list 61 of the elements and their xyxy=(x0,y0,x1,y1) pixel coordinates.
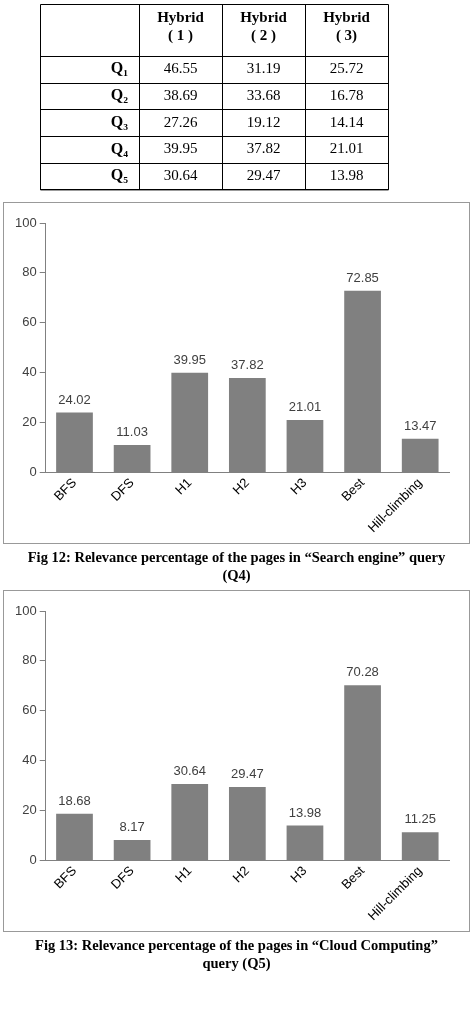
data-label: 21.01 xyxy=(288,399,322,415)
y-tick-label: Q₅ xyxy=(110,166,129,184)
data-label: 70.28 xyxy=(346,664,379,680)
y-tick-label: 20 xyxy=(22,802,37,818)
data-label: 13.47 xyxy=(403,417,437,433)
data-label: 39.95 xyxy=(173,351,206,367)
y-tick-label: 60 xyxy=(22,314,37,330)
x-tick-label: Hybrid ( 2 ) xyxy=(240,8,288,44)
x-tick-label: H1 xyxy=(172,474,195,498)
data-label: 72.85 xyxy=(346,269,379,285)
data-label: 8.17 xyxy=(119,819,145,835)
y-tick-label: Q₂ xyxy=(110,86,129,104)
data-label: 30.64 xyxy=(163,167,198,183)
y-tick-label: 100 xyxy=(14,214,37,230)
x-tick-label: H1 xyxy=(172,863,195,886)
data-label: 14.14 xyxy=(329,113,364,130)
data-label: 30.64 xyxy=(173,763,206,779)
data-label: 13.98 xyxy=(329,167,364,183)
data-label: 38.69 xyxy=(163,86,198,103)
y-tick-label: 0 xyxy=(29,852,37,868)
y-tick-label: Q₄ xyxy=(110,139,129,157)
x-tick-label: Hybrid ( 1 ) xyxy=(157,8,205,44)
y-tick-label: 20 xyxy=(22,414,37,430)
y-tick-label: Q₃ xyxy=(110,112,129,130)
data-label: 27.26 xyxy=(163,113,198,130)
data-label: 37.82 xyxy=(246,140,281,157)
text: Fig 12: Relevance percentage of the pages in “Search engine” query (Q4) xyxy=(26,548,447,585)
data-label: 33.68 xyxy=(246,86,281,103)
data-label: 13.98 xyxy=(288,804,322,820)
data-label: 19.12 xyxy=(246,113,281,130)
x-tick-label: H2 xyxy=(229,474,252,498)
y-tick-label: 40 xyxy=(22,752,37,768)
data-label: 11.25 xyxy=(404,811,436,827)
data-label: 29.47 xyxy=(231,766,264,782)
data-label: 21.01 xyxy=(329,140,364,157)
x-tick-label: Best xyxy=(338,862,368,893)
y-tick-label: 80 xyxy=(22,264,37,280)
y-tick-label: 80 xyxy=(22,652,37,668)
y-tick-label: 0 xyxy=(29,464,37,479)
y-tick-label: 60 xyxy=(22,702,37,718)
data-label: 24.02 xyxy=(58,391,91,407)
y-tick-label: 100 xyxy=(14,602,37,618)
text: Fig 13: Relevance percentage of the pages in “Cloud Computing” query (Q5) xyxy=(34,936,439,973)
x-tick-label: Best xyxy=(338,474,368,504)
x-tick-label: H2 xyxy=(229,863,252,886)
data-label: 16.78 xyxy=(329,86,364,103)
x-tick-label: Hybrid ( 3) xyxy=(323,8,371,44)
x-tick-label: BFS xyxy=(50,474,80,504)
x-tick-label: H3 xyxy=(287,474,310,498)
y-tick-label: 40 xyxy=(22,364,37,380)
data-label: 31.19 xyxy=(246,60,281,77)
data-label: 39.95 xyxy=(163,140,198,157)
x-tick-label: H3 xyxy=(287,863,310,886)
x-tick-label: BFS xyxy=(50,863,80,892)
y-tick-label: Q₁ xyxy=(110,59,129,77)
data-label: 25.72 xyxy=(329,60,364,77)
data-label: 29.47 xyxy=(246,167,281,183)
data-label: 18.68 xyxy=(58,793,91,809)
data-label: 46.55 xyxy=(163,60,198,77)
data-label: 11.03 xyxy=(116,423,148,439)
data-label: 37.82 xyxy=(231,357,264,373)
